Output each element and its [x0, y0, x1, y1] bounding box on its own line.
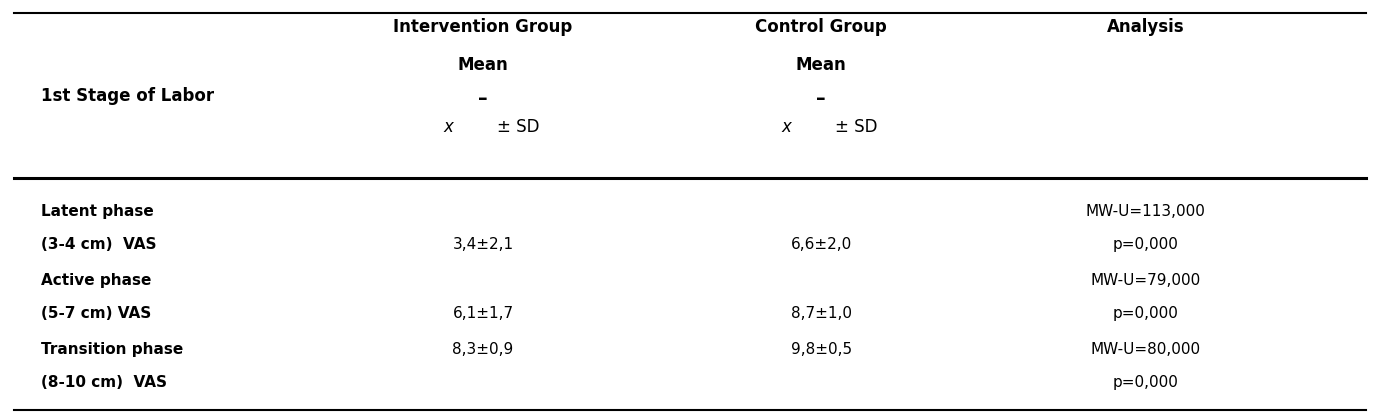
Text: 8,7±1,0: 8,7±1,0: [791, 306, 851, 321]
Text: (8-10 cm)  VAS: (8-10 cm) VAS: [41, 375, 167, 390]
Text: MW-U=79,000: MW-U=79,000: [1090, 273, 1201, 288]
Text: 6,6±2,0: 6,6±2,0: [791, 237, 851, 252]
Text: Control Group: Control Group: [755, 18, 887, 36]
Text: 1st Stage of Labor: 1st Stage of Labor: [41, 87, 214, 105]
Text: MW-U=80,000: MW-U=80,000: [1090, 342, 1201, 357]
Text: ± SD: ± SD: [497, 118, 540, 137]
Text: MW-U=113,000: MW-U=113,000: [1086, 204, 1205, 219]
Text: 9,8±0,5: 9,8±0,5: [791, 342, 851, 357]
Text: –: –: [817, 89, 825, 108]
Text: ± SD: ± SD: [835, 118, 878, 137]
Text: Mean: Mean: [458, 56, 508, 74]
Text: Mean: Mean: [796, 56, 846, 74]
Text: (3-4 cm)  VAS: (3-4 cm) VAS: [41, 237, 157, 252]
Text: x: x: [443, 118, 454, 137]
Text: Analysis: Analysis: [1107, 18, 1184, 36]
Text: 6,1±1,7: 6,1±1,7: [453, 306, 513, 321]
Text: 3,4±2,1: 3,4±2,1: [453, 237, 513, 252]
Text: (5-7 cm) VAS: (5-7 cm) VAS: [41, 306, 152, 321]
Text: Transition phase: Transition phase: [41, 342, 184, 357]
Text: p=0,000: p=0,000: [1112, 306, 1179, 321]
Text: –: –: [479, 89, 487, 108]
Text: p=0,000: p=0,000: [1112, 375, 1179, 390]
Text: Active phase: Active phase: [41, 273, 152, 288]
Text: Intervention Group: Intervention Group: [393, 18, 573, 36]
Text: Latent phase: Latent phase: [41, 204, 155, 219]
Text: x: x: [781, 118, 792, 137]
Text: 8,3±0,9: 8,3±0,9: [453, 342, 513, 357]
Text: p=0,000: p=0,000: [1112, 237, 1179, 252]
